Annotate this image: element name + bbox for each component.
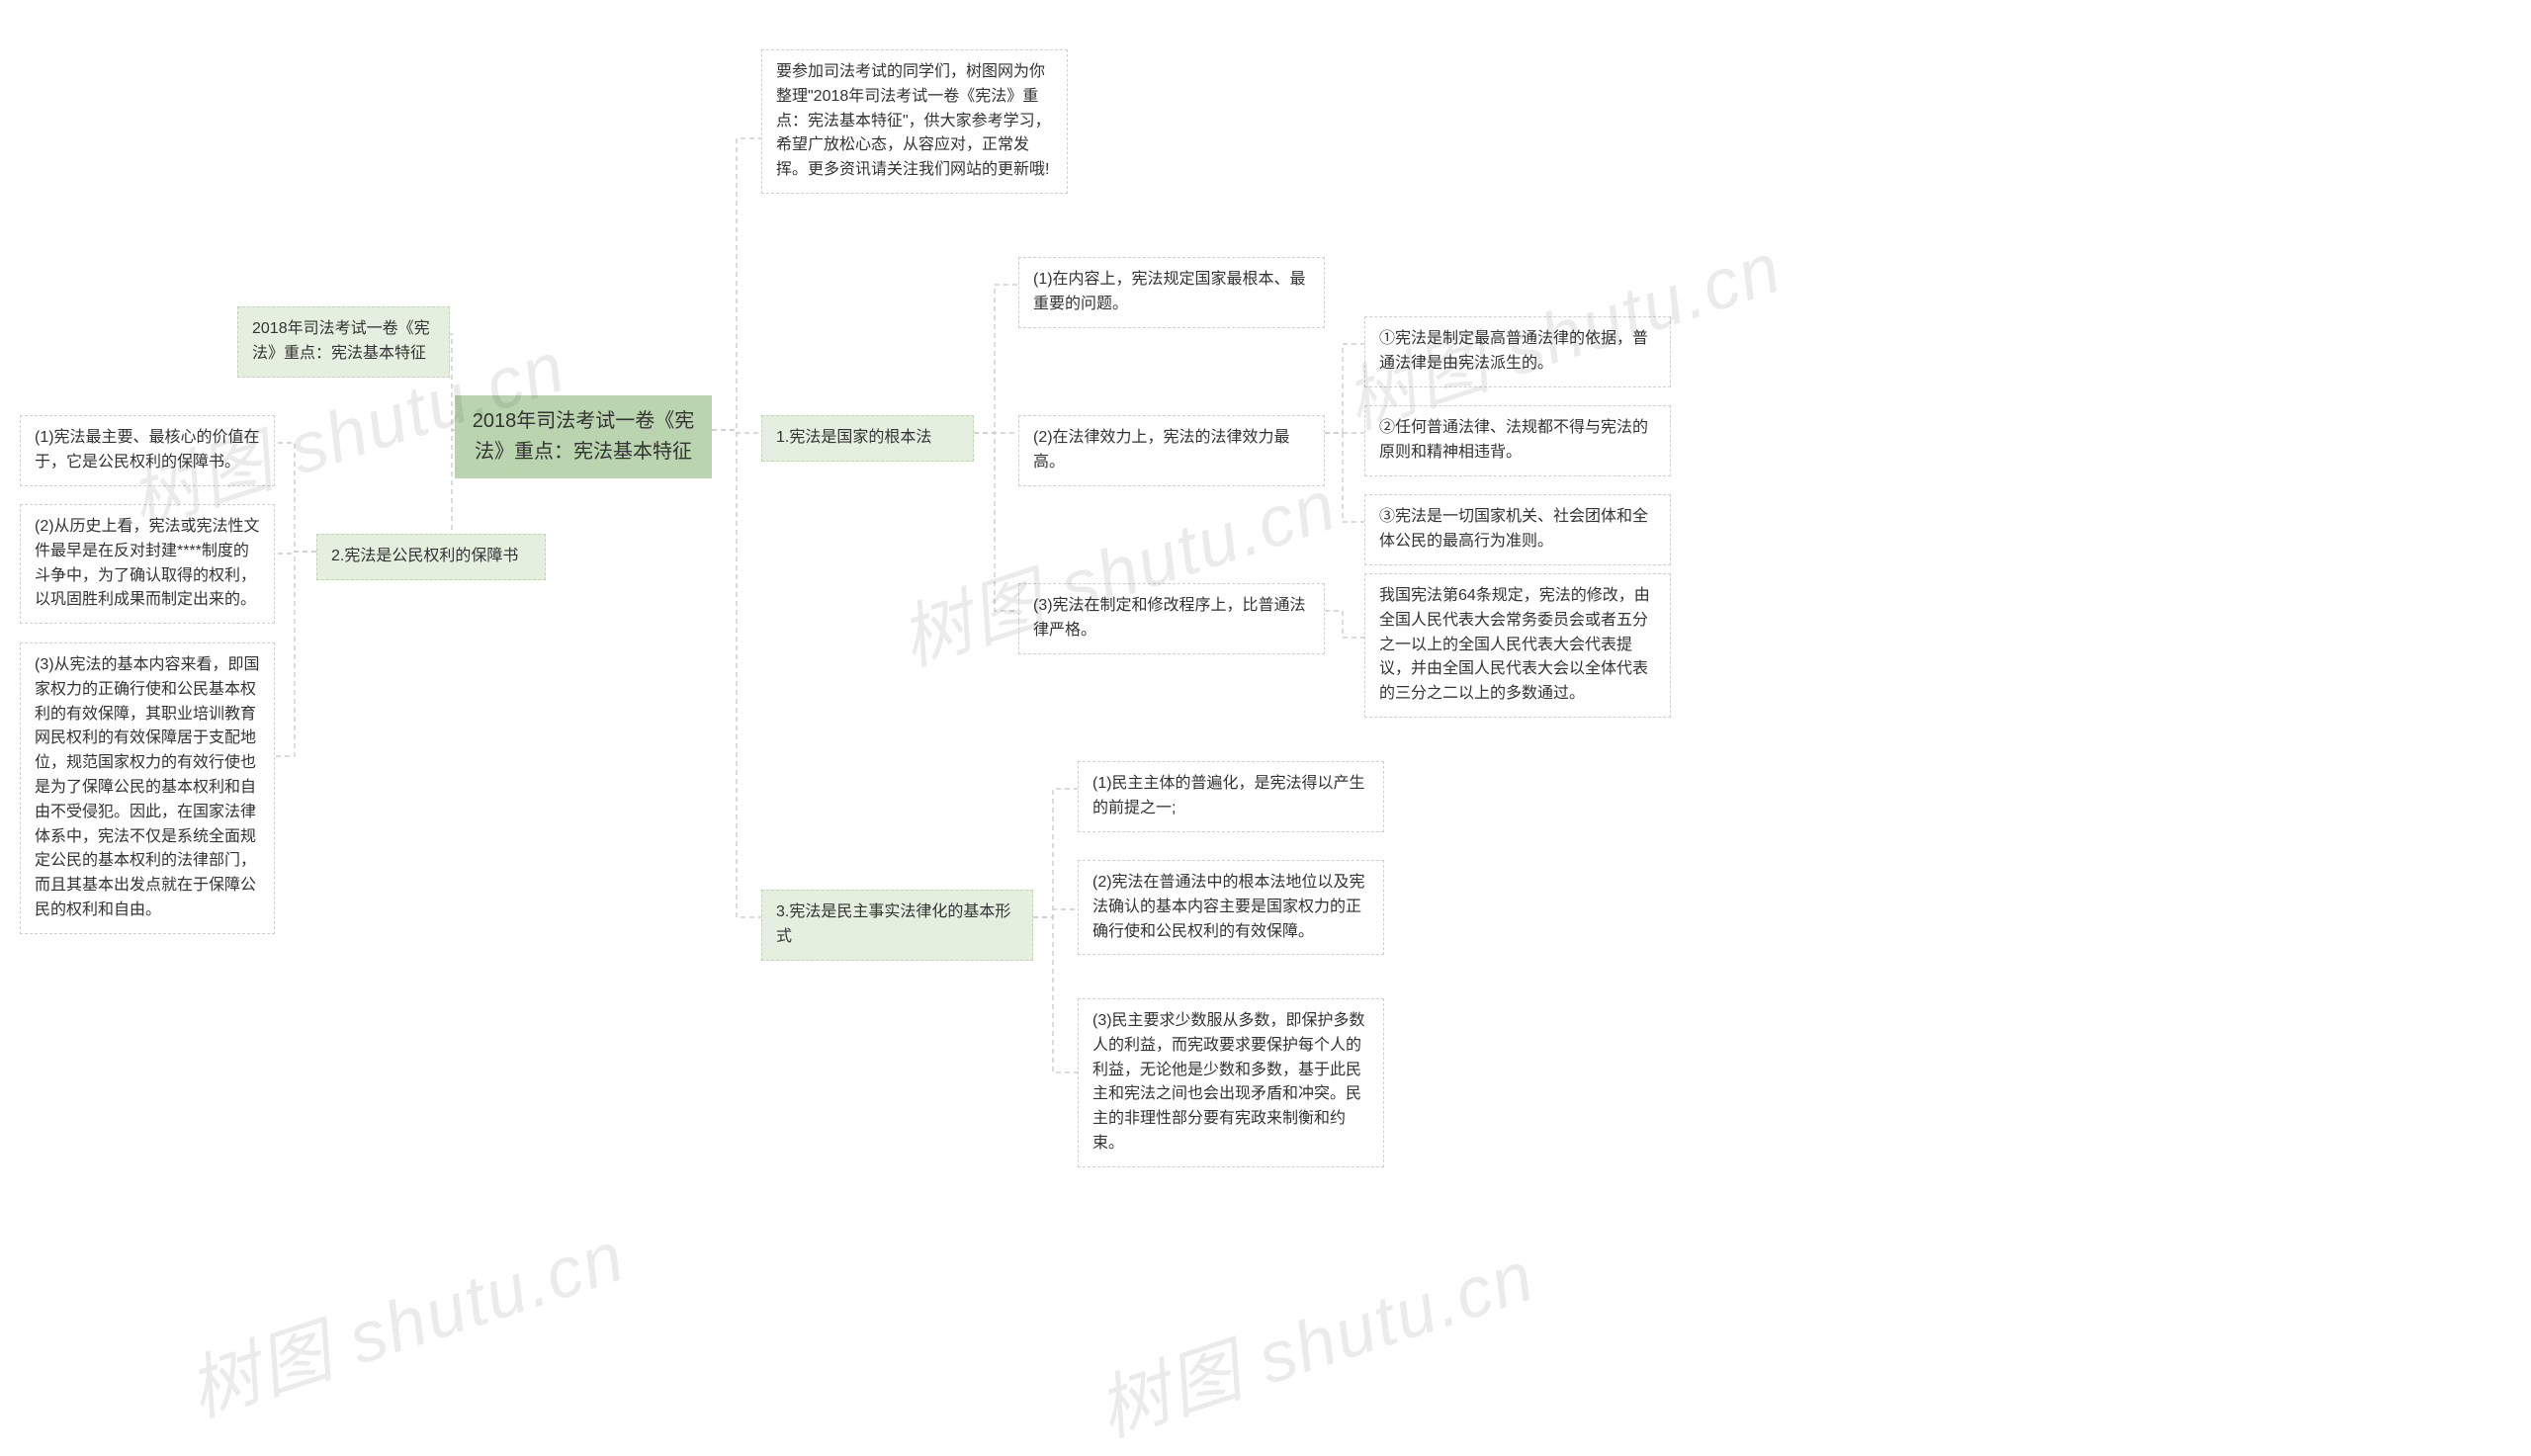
section1-item1[interactable]: (1)在内容上，宪法规定国家最根本、最重要的问题。 — [1018, 257, 1325, 328]
section3-item2-text: (2)宪法在普通法中的根本法地位以及宪法确认的基本内容主要是国家权力的正确行使和… — [1092, 874, 1365, 940]
section3-item1-text: (1)民主主体的普遍化，是宪法得以产生的前提之一; — [1092, 775, 1365, 816]
section1-sub2a[interactable]: ①宪法是制定最高普通法律的依据，普通法律是由宪法派生的。 — [1364, 316, 1671, 387]
conn-s1i2-a — [1325, 344, 1364, 433]
section1-sub2b[interactable]: ②任何普通法律、法规都不得与宪法的原则和精神相违背。 — [1364, 405, 1671, 476]
left-title-node[interactable]: 2018年司法考试一卷《宪法》重点：宪法基本特征 — [237, 306, 450, 378]
section2-title-text: 2.宪法是公民权利的保障书 — [331, 548, 518, 564]
section1-sub2c-text: ③宪法是一切国家机关、社会团体和全体公民的最高行为准则。 — [1379, 508, 1648, 550]
section1-item1-text: (1)在内容上，宪法规定国家最根本、最重要的问题。 — [1033, 271, 1306, 312]
section3-title[interactable]: 3.宪法是民主事实法律化的基本形式 — [761, 890, 1033, 961]
root-text: 2018年司法考试一卷《宪法》重点：宪法基本特征 — [473, 410, 695, 463]
conn-s3-i1 — [1033, 789, 1078, 917]
section2-item1[interactable]: (1)宪法最主要、最核心的价值在于，它是公民权利的保障书。 — [20, 415, 275, 486]
section1-item3-text: (3)宪法在制定和修改程序上，比普通法律严格。 — [1033, 597, 1306, 639]
conn-s1-i1 — [974, 285, 1018, 433]
section3-item1[interactable]: (1)民主主体的普遍化，是宪法得以产生的前提之一; — [1078, 761, 1384, 832]
conn-s2-i2 — [275, 552, 316, 554]
conn-root-s3 — [712, 430, 761, 917]
section1-title[interactable]: 1.宪法是国家的根本法 — [761, 415, 974, 462]
section1-item3[interactable]: (3)宪法在制定和修改程序上，比普通法律严格。 — [1018, 583, 1325, 654]
section2-item2-text: (2)从历史上看，宪法或宪法性文件最早是在反对封建****制度的斗争中，为了确认… — [35, 518, 260, 608]
root-node[interactable]: 2018年司法考试一卷《宪法》重点：宪法基本特征 — [455, 395, 712, 478]
intro-text: 要参加司法考试的同学们，树图网为你整理"2018年司法考试一卷《宪法》重点：宪法… — [776, 63, 1051, 178]
section1-sub3[interactable]: 我国宪法第64条规定，宪法的修改，由全国人民代表大会常务委员会或者五分之一以上的… — [1364, 573, 1671, 718]
conn-root-intro — [712, 138, 761, 430]
section2-item3[interactable]: (3)从宪法的基本内容来看，即国家权力的正确行使和公民基本权利的有效保障，其职业… — [20, 642, 275, 934]
conn-s1i3-sub — [1325, 611, 1364, 638]
section2-item1-text: (1)宪法最主要、最核心的价值在于，它是公民权利的保障书。 — [35, 429, 260, 471]
conn-s3-i2 — [1033, 909, 1078, 917]
conn-s2-i1 — [275, 443, 316, 552]
section3-item3-text: (3)民主要求少数服从多数，即保护多数人的利益，而宪政要求要保护每个人的利益，无… — [1092, 1012, 1365, 1152]
conn-s2-i3 — [275, 552, 316, 756]
section1-sub2b-text: ②任何普通法律、法规都不得与宪法的原则和精神相违背。 — [1379, 419, 1648, 461]
section3-item2[interactable]: (2)宪法在普通法中的根本法地位以及宪法确认的基本内容主要是国家权力的正确行使和… — [1078, 860, 1384, 955]
section1-item2-text: (2)在法律效力上，宪法的法律效力最高。 — [1033, 429, 1290, 471]
conn-s1-i3 — [974, 433, 1018, 611]
conn-root-s1 — [712, 430, 761, 433]
section1-sub3-text: 我国宪法第64条规定，宪法的修改，由全国人民代表大会常务委员会或者五分之一以上的… — [1379, 587, 1650, 702]
section2-item3-text: (3)从宪法的基本内容来看，即国家权力的正确行使和公民基本权利的有效保障，其职业… — [35, 656, 260, 918]
section1-sub2c[interactable]: ③宪法是一切国家机关、社会团体和全体公民的最高行为准则。 — [1364, 494, 1671, 565]
watermark: 树图 shutu.cn — [173, 1198, 636, 1436]
conn-s1i2-c — [1325, 433, 1364, 522]
section1-title-text: 1.宪法是国家的根本法 — [776, 429, 931, 446]
section2-title[interactable]: 2.宪法是公民权利的保障书 — [316, 534, 546, 580]
section1-sub2a-text: ①宪法是制定最高普通法律的依据，普通法律是由宪法派生的。 — [1379, 330, 1648, 372]
section2-item2[interactable]: (2)从历史上看，宪法或宪法性文件最早是在反对封建****制度的斗争中，为了确认… — [20, 504, 275, 624]
watermark: 树图 shutu.cn — [1083, 1218, 1545, 1456]
section1-item2[interactable]: (2)在法律效力上，宪法的法律效力最高。 — [1018, 415, 1325, 486]
section3-item3[interactable]: (3)民主要求少数服从多数，即保护多数人的利益，而宪政要求要保护每个人的利益，无… — [1078, 998, 1384, 1167]
left-title-text: 2018年司法考试一卷《宪法》重点：宪法基本特征 — [252, 320, 430, 362]
section3-title-text: 3.宪法是民主事实法律化的基本形式 — [776, 903, 1010, 945]
intro-node[interactable]: 要参加司法考试的同学们，树图网为你整理"2018年司法考试一卷《宪法》重点：宪法… — [761, 49, 1068, 194]
conn-s3-i3 — [1033, 917, 1078, 1072]
connector-layer — [0, 0, 2531, 1424]
